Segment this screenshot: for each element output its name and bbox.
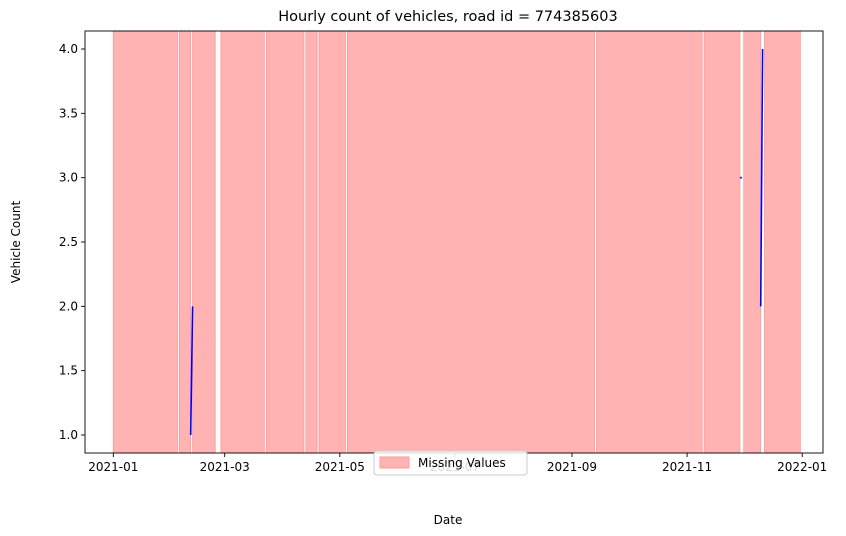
y-tick-label-6: 3.5 [59, 106, 78, 120]
x-tick-label-3: 2021-05 [315, 460, 365, 474]
series-segment-3 [759, 49, 764, 307]
series-segment-1 [189, 306, 194, 436]
missing-span-10 [703, 30, 741, 454]
missing-span-3 [192, 30, 216, 454]
legend-label-missing-values: Missing Values [418, 456, 506, 470]
x-tick-label-6: 2021-11 [662, 460, 712, 474]
y-tick-label-4: 2.5 [59, 235, 78, 249]
legend-box [373, 450, 528, 476]
missing-span-8 [346, 30, 596, 454]
x-tick-label-5: 2021-09 [547, 460, 597, 474]
missing-values-layer [112, 30, 801, 454]
missing-span-2 [178, 30, 192, 454]
missing-span-7 [318, 30, 346, 454]
chart-title: Hourly count of vehicles, road id = 7743… [278, 9, 618, 25]
y-tick-label-5: 3.0 [59, 171, 78, 185]
y-tick-label-7: 4.0 [59, 42, 78, 56]
series-line-layer [189, 49, 764, 436]
y-axis-label: Vehicle Count [9, 201, 23, 284]
y-tick-label-2: 1.5 [59, 364, 78, 378]
missing-span-12 [764, 30, 801, 454]
missing-span-1 [112, 30, 178, 454]
legend-swatch-missing-values [379, 456, 410, 469]
missing-span-4 [220, 30, 265, 454]
missing-span-11 [743, 30, 762, 454]
x-tick-label-7: 2022-01 [777, 460, 827, 474]
x-tick-label-1: 2021-01 [88, 460, 138, 474]
legend: Missing Values [373, 450, 528, 476]
missing-span-9 [596, 30, 703, 454]
x-axis-label: Date [434, 513, 463, 527]
missing-span-5 [265, 30, 305, 454]
y-axis: 1.0 1.5 2.0 2.5 3.0 3.5 4.0 [59, 42, 85, 442]
y-tick-label-3: 2.0 [59, 299, 78, 313]
missing-span-6 [305, 30, 318, 454]
x-tick-label-2: 2021-03 [200, 460, 250, 474]
y-tick-label-1: 1.0 [59, 428, 78, 442]
